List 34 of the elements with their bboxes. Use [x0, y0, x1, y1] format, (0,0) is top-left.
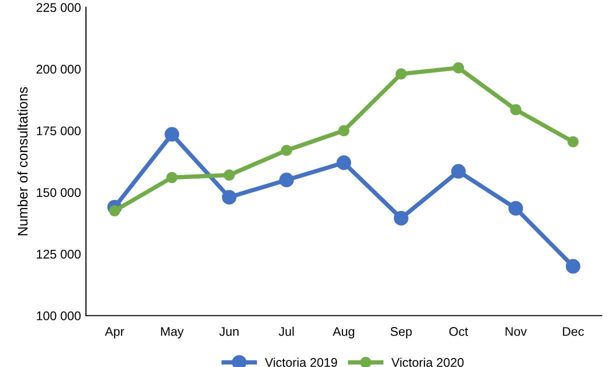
point: [224, 169, 235, 181]
legend-label: Victoria 2019: [264, 358, 337, 367]
point: [451, 164, 466, 179]
point: [508, 201, 524, 216]
x-tick-label: Nov: [506, 327, 527, 336]
point: [336, 155, 352, 170]
point: [452, 62, 464, 74]
x-tick-label: Dec: [562, 327, 584, 336]
point: [279, 172, 294, 188]
y-tick-label: 125 000: [36, 250, 81, 259]
point: [396, 68, 407, 80]
point: [222, 190, 237, 205]
x-tick-label: Sep: [390, 327, 412, 338]
point: [164, 127, 180, 142]
point: [338, 125, 350, 136]
y-tick-label: 175 000: [36, 126, 81, 136]
legend-label: Victoria 2020: [391, 358, 464, 367]
y-tick-label: 200 000: [36, 64, 81, 74]
point: [566, 259, 580, 274]
x-tick-label: Jul: [278, 326, 294, 336]
point: [394, 210, 408, 226]
x-tick-label: Jun: [219, 327, 238, 336]
point: [280, 144, 292, 156]
x-tick-label: Aug: [332, 327, 354, 338]
point: [166, 172, 178, 184]
y-tick-label: 150 000: [36, 188, 81, 197]
x-tick-label: Apr: [104, 327, 124, 338]
point: [568, 136, 579, 148]
y-tick-label: 100 000: [36, 311, 81, 320]
y-axis-title: Number of consultations: [17, 87, 28, 236]
x-tick-label: May: [161, 327, 184, 338]
point: [510, 104, 522, 116]
y-tick-label: 225 000: [36, 3, 81, 12]
x-tick-label: Oct: [449, 327, 468, 336]
